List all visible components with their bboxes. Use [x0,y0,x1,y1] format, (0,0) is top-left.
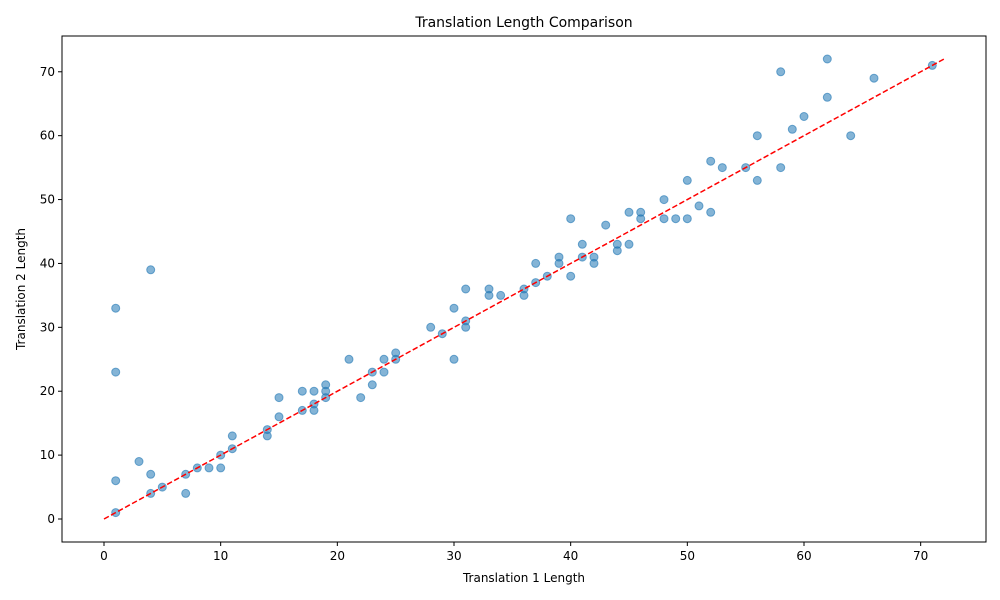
data-point [111,303,121,313]
data-point [111,367,121,377]
data-point [496,290,506,300]
x-tick-label: 0 [100,549,108,563]
data-point [297,386,307,396]
data-point [519,284,529,294]
data-point [624,207,634,217]
data-point [181,488,191,498]
data-point [484,284,494,294]
data-point [274,393,284,403]
data-point [391,348,401,358]
x-tick-label: 30 [446,549,461,563]
data-point [321,380,331,390]
y-tick-label: 70 [40,65,55,79]
data-point [717,163,727,173]
y-tick-label: 60 [40,129,55,143]
data-point [682,214,692,224]
data-point [461,284,471,294]
data-point [659,195,669,205]
data-point [554,252,564,262]
x-tick-label: 20 [330,549,345,563]
y-tick-label: 50 [40,193,55,207]
y-tick-label: 30 [40,320,55,334]
x-tick-label: 40 [563,549,578,563]
data-point [752,131,762,141]
data-point [787,124,797,134]
data-point [589,252,599,262]
data-point [146,265,156,275]
data-point [566,271,576,281]
x-tick-label: 70 [913,549,928,563]
data-point [204,463,214,473]
data-point [624,239,634,249]
y-tick-label: 40 [40,256,55,270]
y-tick-label: 10 [40,448,55,462]
data-point [379,367,389,377]
data-point [356,393,366,403]
data-point [671,214,681,224]
data-point [146,469,156,479]
data-point [449,303,459,313]
data-point [449,354,459,364]
data-point [216,463,226,473]
y-axis-label: Translation 2 Length [14,228,28,351]
data-point [531,258,541,268]
data-point [426,322,436,332]
data-point [111,476,121,486]
x-tick-label: 50 [680,549,695,563]
data-point [776,163,786,173]
data-point [612,239,622,249]
data-point [846,131,856,141]
data-point [309,386,319,396]
data-point [706,156,716,166]
data-point [822,92,832,102]
data-point [822,54,832,64]
data-point [577,239,587,249]
y-tick-label: 20 [40,384,55,398]
data-point [636,207,646,217]
data-point [379,354,389,364]
y-tick-label: 0 [47,512,55,526]
data-point [566,214,576,224]
plot-frame [61,35,987,543]
chart-title: Translation Length Comparison [414,15,632,31]
data-point [601,220,611,230]
x-axis-label: Translation 1 Length [462,571,585,585]
data-point [799,112,809,121]
x-tick-label: 60 [796,549,811,563]
data-point [344,354,354,364]
x-tick-label: 10 [213,549,228,563]
data-point [227,431,237,441]
data-point [134,457,144,466]
data-point [274,412,284,422]
data-point [752,175,762,185]
data-point [706,207,716,217]
data-point [776,67,786,77]
data-point [659,214,669,224]
data-point [682,175,692,185]
data-point [309,399,319,409]
data-point [694,201,704,211]
data-point [367,380,377,390]
data-point [869,73,879,83]
